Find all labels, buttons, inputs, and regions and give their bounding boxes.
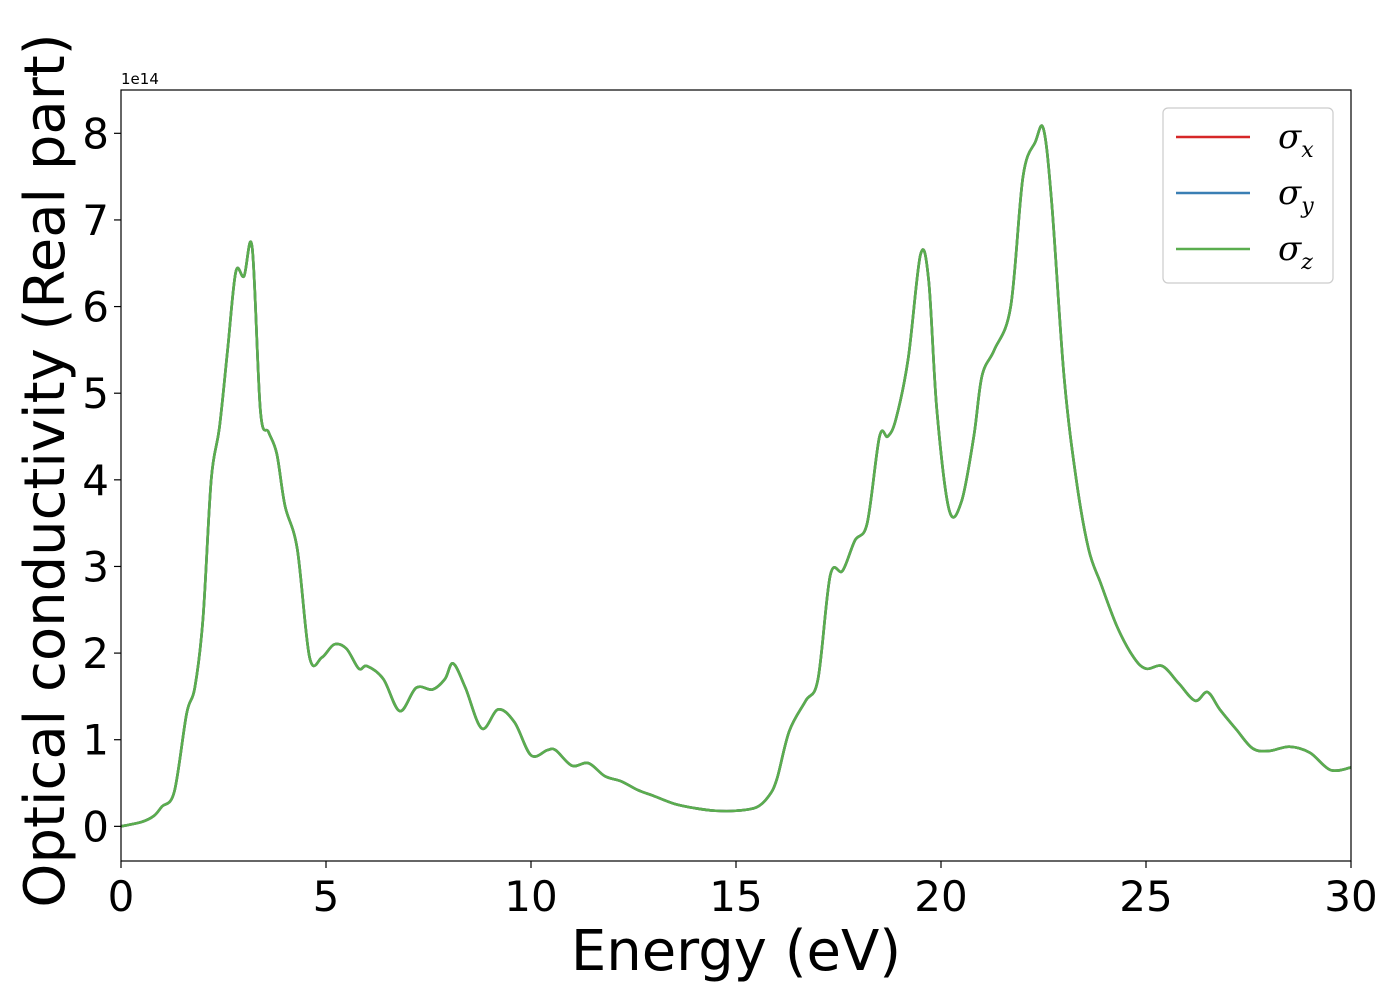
y-offset-text: 1e14 xyxy=(121,70,159,88)
y-tick-label: 6 xyxy=(82,283,109,332)
x-tick-label: 20 xyxy=(914,872,967,921)
legend-label-z: σz xyxy=(1278,229,1313,275)
y-tick-label: 1 xyxy=(82,716,109,765)
x-tick-label: 30 xyxy=(1324,872,1377,921)
plot-lines xyxy=(121,124,1351,828)
x-tick-label: 5 xyxy=(313,872,340,921)
x-axis-title: Energy (eV) xyxy=(571,919,901,984)
y-axis-title: Optical conductivity (Real part) xyxy=(13,33,78,907)
legend-label-x: σx xyxy=(1278,117,1314,163)
x-tick-label: 15 xyxy=(709,872,762,921)
y-tick-label: 3 xyxy=(82,542,109,591)
legend-label-y: σy xyxy=(1278,173,1314,219)
series-line-z xyxy=(121,124,1351,828)
legend-box xyxy=(1162,107,1334,284)
x-axis-ticks: 0 5 10 15 20 25 30 xyxy=(108,861,1378,921)
y-tick-label: 2 xyxy=(82,629,109,678)
x-tick-label: 10 xyxy=(504,872,557,921)
y-tick-label: 7 xyxy=(82,196,109,245)
legend: σx σy σz xyxy=(1162,107,1334,284)
x-tick-label: 25 xyxy=(1119,872,1172,921)
y-axis-ticks: 0 1 2 3 4 5 6 7 8 xyxy=(82,109,121,851)
y-tick-label: 8 xyxy=(82,109,109,158)
x-tick-label: 0 xyxy=(108,872,135,921)
y-tick-label: 4 xyxy=(82,456,109,505)
y-tick-label: 0 xyxy=(82,802,109,851)
y-tick-label: 5 xyxy=(82,369,109,418)
